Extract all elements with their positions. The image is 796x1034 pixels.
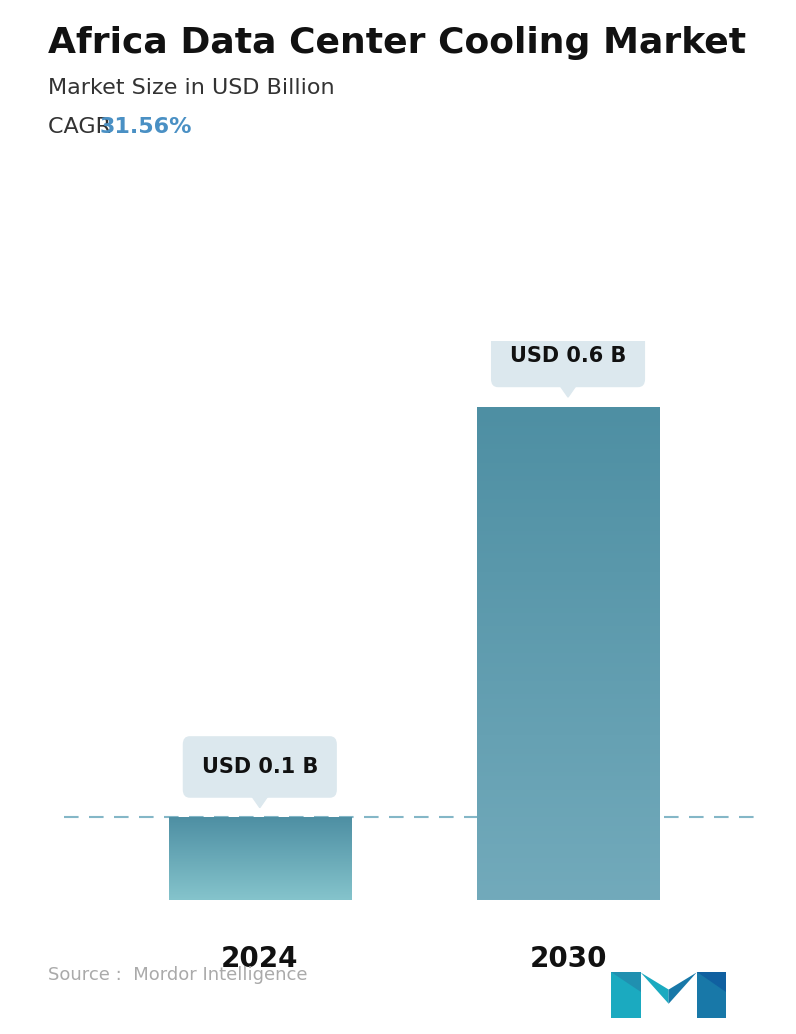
Text: Market Size in USD Billion: Market Size in USD Billion <box>48 78 334 97</box>
Text: USD 0.6 B: USD 0.6 B <box>510 346 626 366</box>
FancyBboxPatch shape <box>491 326 645 387</box>
Text: 31.56%: 31.56% <box>100 117 192 136</box>
Polygon shape <box>248 790 272 808</box>
Text: USD 0.1 B: USD 0.1 B <box>201 757 318 777</box>
Text: 2024: 2024 <box>221 945 298 973</box>
Text: CAGR: CAGR <box>48 117 118 136</box>
Text: Source :  Mordor Intelligence: Source : Mordor Intelligence <box>48 967 307 984</box>
FancyBboxPatch shape <box>183 736 337 798</box>
Polygon shape <box>641 972 669 1004</box>
Polygon shape <box>611 972 641 1017</box>
Polygon shape <box>696 972 726 993</box>
Polygon shape <box>611 972 641 993</box>
Polygon shape <box>669 972 696 1004</box>
Text: Africa Data Center Cooling Market: Africa Data Center Cooling Market <box>48 26 746 60</box>
Text: 2030: 2030 <box>529 945 607 973</box>
Polygon shape <box>696 972 726 1017</box>
Polygon shape <box>556 379 580 397</box>
